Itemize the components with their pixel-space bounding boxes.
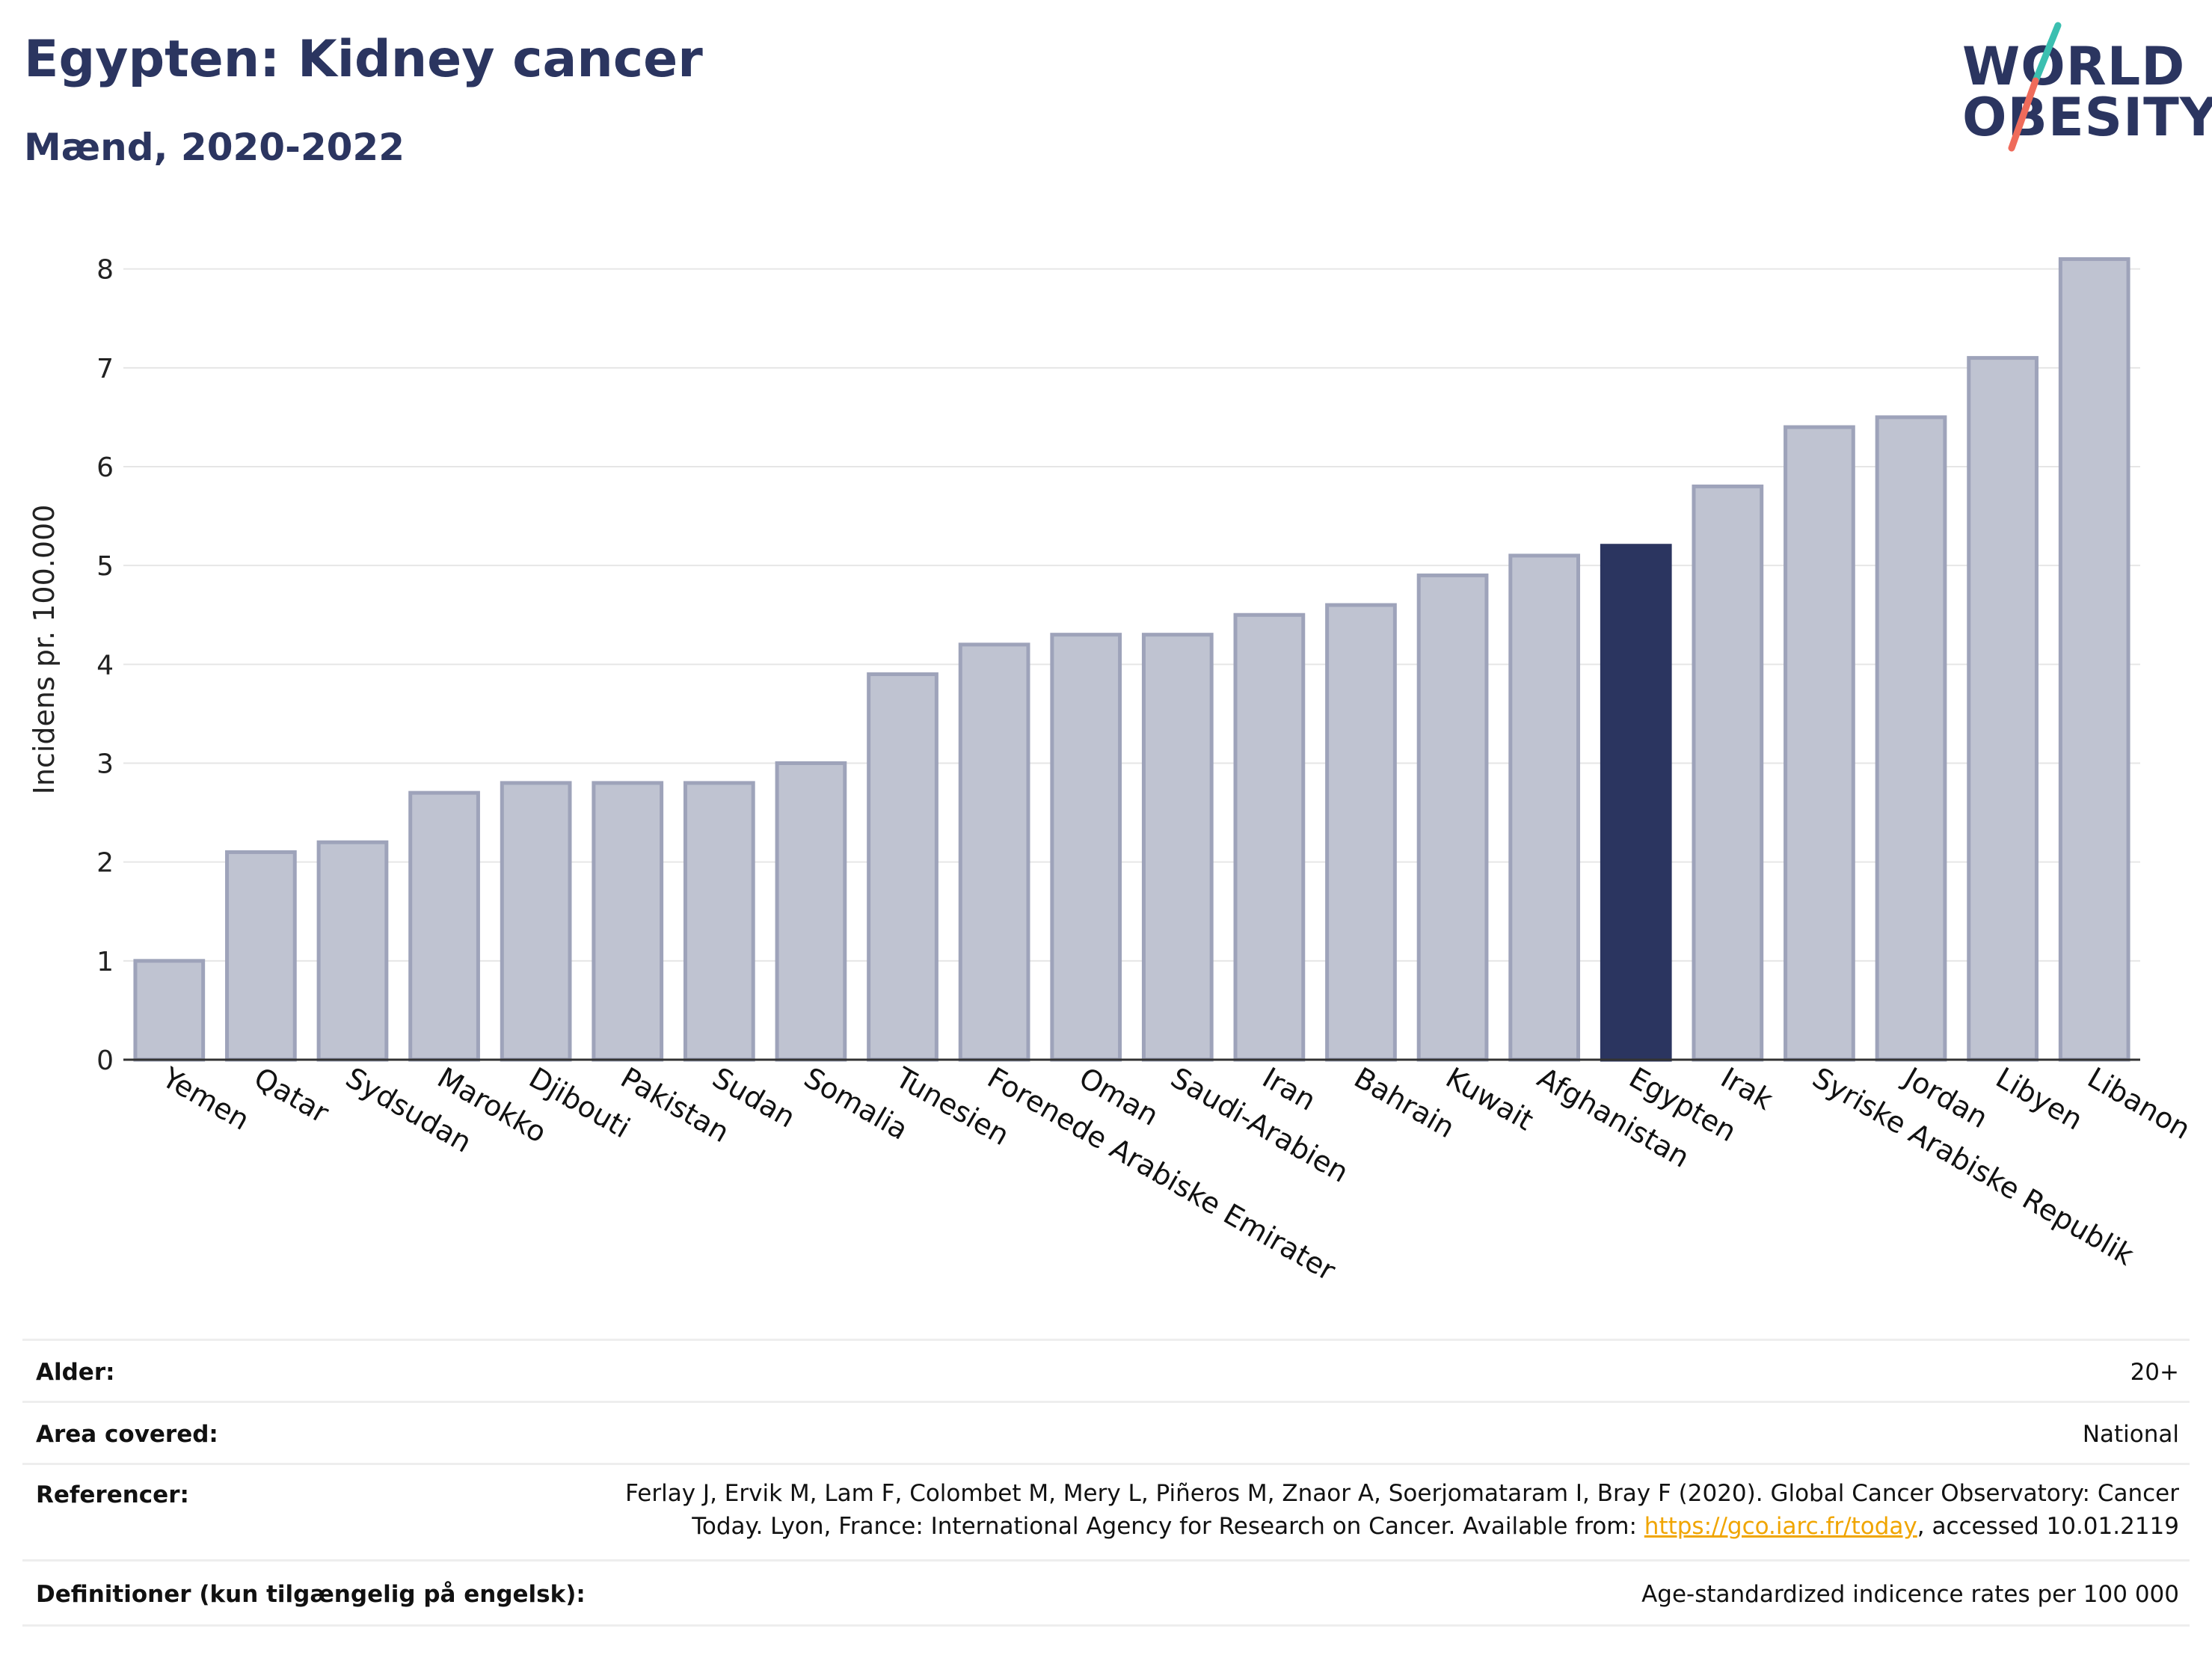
meta-row-references: Referencer: Ferlay J, Ervik M, Lam F, Co… (22, 1463, 2190, 1561)
references-value: Ferlay J, Ervik M, Lam F, Colombet M, Me… (625, 1477, 2179, 1543)
y-tick-label: 1 (96, 947, 114, 977)
references-label: Referencer: (36, 1481, 189, 1508)
bar-kuwait (1416, 573, 1489, 1062)
area-value: National (2082, 1421, 2179, 1448)
bar-marokko (408, 790, 480, 1062)
bar-yemen (133, 959, 206, 1062)
y-tick-label: 5 (96, 551, 114, 582)
chart-subtitle: Mænd, 2020-2022 (24, 126, 405, 169)
bars (133, 257, 2130, 1062)
bar-egypten (1600, 544, 1672, 1062)
definitions-label: Definitioner (kun tilgængelig på engelsk… (36, 1581, 586, 1608)
bar-irak (1692, 484, 1764, 1062)
references-link[interactable]: https://gco.iarc.fr/today (1644, 1513, 1917, 1540)
y-tick-label: 6 (96, 452, 114, 483)
x-tick-label: Saudi-Arabien (1165, 1061, 1354, 1189)
y-tick-label: 0 (96, 1045, 114, 1076)
bar-sudan (683, 781, 755, 1062)
definitions-value: Age-standardized indicence rates per 100… (1641, 1581, 2179, 1608)
bar-sydsudan (316, 840, 389, 1062)
x-tick-label: Somalia (799, 1061, 914, 1146)
x-tick-label: Yemen (156, 1060, 255, 1137)
logo-line-2: OBESITY (1962, 87, 2212, 148)
x-tick-label: Irak (1715, 1061, 1778, 1117)
world-obesity-logo: WORLD OBESITY (1952, 21, 2212, 163)
bar-forenede-arabiske-emirater (958, 642, 1030, 1062)
area-label: Area covered: (36, 1421, 218, 1448)
bar-libyen (1967, 356, 2039, 1062)
y-tick-label: 4 (96, 650, 114, 681)
references-line-2: Today. Lyon, France: International Agenc… (625, 1510, 2179, 1543)
meta-row-area: Area covered: National (22, 1401, 2190, 1464)
bar-somalia (775, 761, 847, 1062)
references-line-2-end: , accessed 10.01.2119 (1917, 1513, 2179, 1540)
y-axis-ticks: 0 1 2 3 4 5 6 7 8 (96, 255, 114, 1076)
references-line-2-start: Today. Lyon, France: International Agenc… (692, 1513, 1644, 1540)
logo-line-1: WORLD (1962, 36, 2186, 97)
age-label: Alder: (36, 1359, 115, 1386)
x-tick-label: Iran (1257, 1061, 1321, 1117)
bar-djibouti (500, 781, 572, 1062)
logo-slash-icon (2008, 22, 2062, 152)
meta-row-definitions: Definitioner (kun tilgængelig på engelsk… (22, 1559, 2190, 1627)
x-tick-label: Libanon (2082, 1061, 2196, 1146)
chart-title: Egypten: Kidney cancer (24, 30, 703, 89)
age-value: 20+ (2130, 1359, 2179, 1386)
y-tick-label: 2 (96, 848, 114, 879)
x-tick-label: Bahrain (1348, 1061, 1460, 1145)
y-tick-label: 8 (96, 255, 114, 286)
bar-syriske-arabiske-republik (1784, 425, 1855, 1062)
meta-row-age: Alder: 20+ (22, 1339, 2190, 1402)
y-axis-label: Incidens pr. 100.000 (28, 505, 61, 795)
bar-qatar (225, 850, 297, 1062)
y-tick-label: 3 (96, 749, 114, 779)
bar-tunesien (867, 672, 938, 1062)
x-tick-label: Kuwait (1440, 1061, 1539, 1137)
bar-saudi-arabien (1141, 633, 1214, 1062)
bar-pakistan (592, 781, 664, 1062)
bar-jordan (1875, 415, 1947, 1062)
bar-bahrain (1325, 603, 1397, 1062)
y-tick-label: 7 (96, 354, 114, 384)
references-line-1: Ferlay J, Ervik M, Lam F, Colombet M, Me… (625, 1480, 2179, 1507)
x-tick-label: Qatar (248, 1061, 334, 1130)
bar-oman (1050, 633, 1122, 1062)
bar-iran (1233, 612, 1306, 1062)
x-tick-label: Libyen (1991, 1061, 2089, 1137)
bar-afghanistan (1508, 553, 1581, 1062)
bar-libanon (2058, 257, 2130, 1062)
